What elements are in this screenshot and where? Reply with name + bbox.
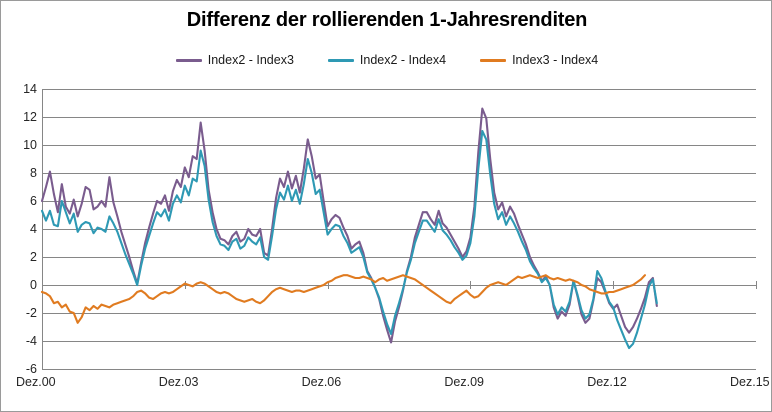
legend-label: Index2 - Index3	[207, 53, 294, 67]
y-tick-label: -6	[25, 362, 37, 376]
x-tick-label: Dez.00	[16, 375, 56, 389]
x-tick-label: Dez.06	[301, 375, 342, 389]
x-tick-label: Dez.15	[730, 375, 770, 389]
y-tick-label: 10	[23, 138, 37, 152]
legend-label: Index2 - Index4	[359, 53, 447, 67]
legend-entry-2[interactable]: Index2 - Index4	[327, 53, 447, 67]
legend-label: Index3 - Index4	[512, 53, 599, 67]
y-tick-label: 2	[30, 250, 37, 264]
chart-legend: Index2 - Index3 Index2 - Index4 Index3 - I…	[1, 53, 771, 67]
y-tick-label: 6	[30, 194, 37, 208]
y-tick-label: -4	[25, 334, 37, 348]
legend-swatch-icon	[480, 58, 507, 62]
series-line-3	[40, 274, 646, 324]
legend-entry-3[interactable]: Index3 - Index4	[480, 53, 598, 67]
series-line-2	[40, 129, 658, 350]
y-tick-label: 8	[30, 166, 37, 180]
legend-swatch-icon	[327, 58, 354, 62]
y-tick-label: 12	[23, 110, 37, 124]
y-tick-label: 4	[30, 222, 37, 236]
plot-svg	[40, 89, 757, 370]
legend-entry-1[interactable]: Index2 - Index3	[175, 53, 294, 67]
y-tick-label: 0	[30, 278, 37, 292]
chart-title: Differenz der rollierenden 1-Jahresrendi…	[186, 9, 588, 31]
y-tick-label: 14	[23, 82, 37, 96]
x-tick-label: Dez.09	[444, 375, 484, 389]
y-tick-label: -2	[25, 306, 37, 320]
plot-area	[40, 89, 757, 370]
series-line-1	[40, 107, 658, 344]
legend-swatch-icon	[175, 58, 202, 62]
x-tick-label: Dez.03	[158, 375, 199, 389]
series-lines	[40, 107, 658, 350]
x-tick-label: Dez.12	[587, 375, 627, 389]
